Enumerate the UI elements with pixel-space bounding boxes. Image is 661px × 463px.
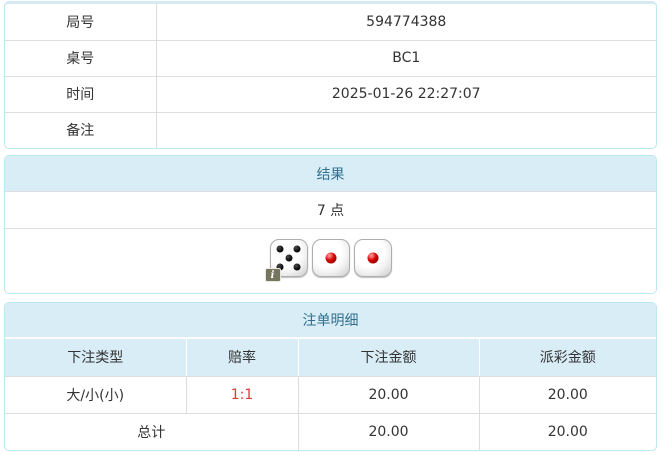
game-number-label: 局号 xyxy=(5,4,157,40)
bets-table: 下注类型 赔率 下注金额 派彩金额 大/小(小) 1:1 20.00 20.00… xyxy=(5,339,656,450)
total-label: 总计 xyxy=(5,412,298,450)
die-1 xyxy=(353,239,392,277)
bet-payout-value: 20.00 xyxy=(478,376,656,413)
total-row: 总计 20.00 20.00 xyxy=(5,412,656,450)
remark-value xyxy=(156,111,656,148)
die-pip xyxy=(293,245,301,253)
die-pip xyxy=(285,254,292,262)
bets-panel-title: 注单明细 xyxy=(5,303,656,339)
die-pip xyxy=(325,252,336,264)
die-pip xyxy=(293,263,301,271)
bets-panel: 注单明细 下注类型 赔率 下注金额 派彩金额 大/小(小) 1:1 20.00 … xyxy=(4,302,657,451)
col-odds: 赔率 xyxy=(185,339,298,377)
col-bet-type: 下注类型 xyxy=(5,339,186,377)
time-label: 时间 xyxy=(5,75,157,112)
info-row-time: 时间 2025-01-26 22:27:07 xyxy=(5,75,656,112)
info-row-remark: 备注 xyxy=(5,111,656,148)
die-pip xyxy=(367,252,378,264)
remark-label: 备注 xyxy=(5,111,157,148)
info-row-table-number: 桌号 BC1 xyxy=(5,39,656,76)
total-payout-amount: 20.00 xyxy=(478,412,656,450)
bet-amount-value: 20.00 xyxy=(297,376,479,413)
result-points: 7 点 xyxy=(316,203,345,219)
col-payout-amount: 派彩金额 xyxy=(478,339,656,377)
game-info-table: 局号 594774388 桌号 BC1 时间 2025-01-26 22:27:… xyxy=(5,4,656,148)
bets-header-row: 下注类型 赔率 下注金额 派彩金额 xyxy=(5,339,656,377)
total-bet-amount: 20.00 xyxy=(297,412,479,450)
result-panel-title: 结果 xyxy=(5,156,656,192)
result-points-row: 7 点 xyxy=(5,192,656,229)
die-5: i xyxy=(264,239,308,282)
game-info-panel: 局号 594774388 桌号 BC1 时间 2025-01-26 22:27:… xyxy=(4,1,657,149)
time-value: 2025-01-26 22:27:07 xyxy=(156,75,656,112)
die-1 xyxy=(311,239,350,277)
info-row-game-number: 局号 594774388 xyxy=(5,4,656,40)
dice-strip: i xyxy=(264,239,392,282)
game-number-value: 594774388 xyxy=(366,13,447,30)
bet-odds-value: 1:1 xyxy=(185,376,298,413)
die-pip xyxy=(276,245,284,253)
table-number-label: 桌号 xyxy=(5,39,157,76)
table-number-value: BC1 xyxy=(156,39,656,76)
dice-row: i xyxy=(5,229,656,293)
die-pip xyxy=(276,263,284,271)
bet-type-value: 大/小(小) xyxy=(66,387,125,404)
bet-row: 大/小(小) 1:1 20.00 20.00 xyxy=(5,376,656,413)
image-info-badge: i xyxy=(264,268,281,282)
col-bet-amount: 下注金额 xyxy=(297,339,479,377)
result-panel: 结果 7 点 i xyxy=(4,155,657,294)
